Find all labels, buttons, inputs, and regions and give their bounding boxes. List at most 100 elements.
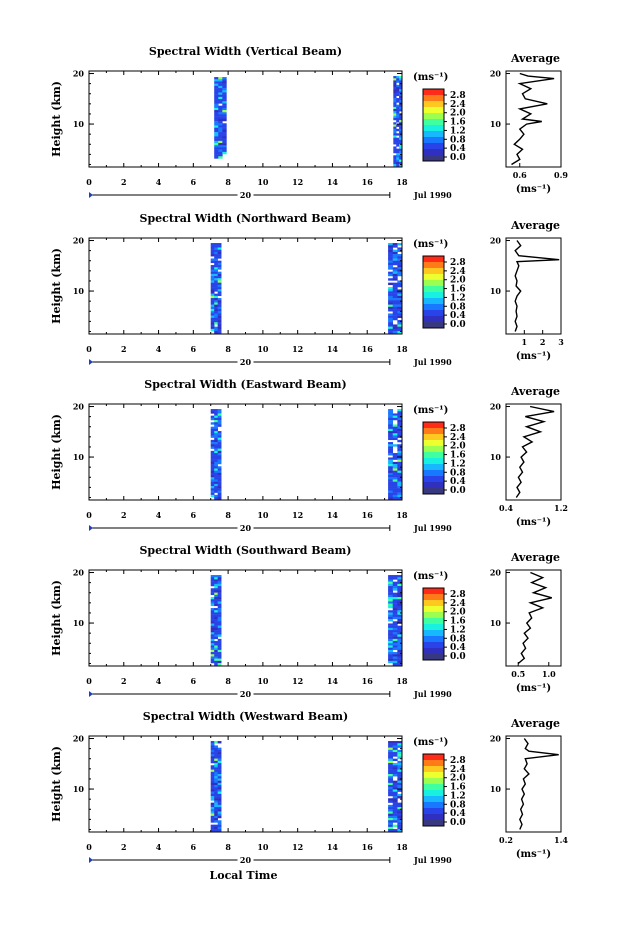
heatmap-cell xyxy=(214,800,218,803)
heatmap-cell xyxy=(217,278,222,281)
heatmap-cell xyxy=(217,311,222,314)
heatmap-cell xyxy=(392,791,398,795)
heatmap-cell xyxy=(392,645,398,648)
heatmap-cell xyxy=(388,291,394,294)
heatmap-cell xyxy=(222,127,227,131)
heatmap-cell xyxy=(210,322,215,325)
average-frame-3 xyxy=(505,569,562,667)
heatmap-cell xyxy=(210,597,215,600)
heatmap-cell xyxy=(210,632,215,635)
heatmap-cell xyxy=(214,829,218,832)
heatmap-cell xyxy=(396,104,400,108)
heatmap-cell xyxy=(392,273,398,277)
heatmap-cell xyxy=(210,647,215,651)
average-frame-4 xyxy=(505,735,562,833)
x-tick-label: 16 xyxy=(362,510,374,520)
heatmap-cell xyxy=(392,444,398,447)
heatmap-cell xyxy=(397,306,403,310)
heatmap-cell xyxy=(217,481,222,485)
heatmap-cell xyxy=(214,804,218,808)
heatmap-cell xyxy=(214,619,218,622)
heatmap-cell xyxy=(210,276,215,279)
heatmap-cell xyxy=(388,789,394,792)
heatmap-cell xyxy=(388,328,394,332)
heatmap-cell xyxy=(393,78,397,81)
heatmap-cell xyxy=(392,743,398,746)
colorbar-frame xyxy=(422,421,445,495)
heatmap-cell xyxy=(397,262,403,266)
heatmap-cell xyxy=(217,583,222,587)
heatmap-cell xyxy=(397,435,403,438)
heatmap-cell xyxy=(388,807,394,810)
heatmap-cell xyxy=(218,81,223,84)
average-profile-line xyxy=(517,571,552,665)
heatmap-cell xyxy=(388,265,394,268)
heatmap-cell xyxy=(214,457,218,460)
heatmap-cell xyxy=(388,647,394,651)
heatmap-cell xyxy=(217,605,222,609)
colorbar-segment xyxy=(423,304,444,311)
panel-frame-4 xyxy=(88,735,403,833)
heatmap-cell xyxy=(397,413,403,416)
heatmap-cell xyxy=(393,126,397,130)
x-tick-label: 4 xyxy=(156,344,162,354)
heatmap-cell xyxy=(214,435,218,438)
heatmap-cell xyxy=(217,435,222,438)
heatmap-cell xyxy=(217,245,222,248)
heatmap-cell xyxy=(399,137,403,141)
y-tick-label: 20 xyxy=(73,69,85,79)
heatmap-cell xyxy=(217,807,222,810)
heatmap-cell xyxy=(217,760,222,764)
heatmap-cell xyxy=(397,760,403,764)
heatmap-cell xyxy=(210,302,215,305)
heatmap-cell xyxy=(397,636,403,640)
heatmap-cell xyxy=(397,588,403,591)
heatmap-cell xyxy=(210,747,215,751)
heatmap-cell xyxy=(388,649,394,653)
heatmap-cell xyxy=(397,282,403,286)
heatmap-cell xyxy=(392,300,398,303)
x-tick-label: 12 xyxy=(292,676,303,686)
heatmap-cell xyxy=(222,134,227,137)
heatmap-cell xyxy=(214,90,219,93)
heatmap-cell xyxy=(388,477,394,480)
heatmap-cell xyxy=(388,431,394,434)
heatmap-cell xyxy=(388,273,394,277)
heatmap-cell xyxy=(393,139,397,143)
heatmap-cell xyxy=(210,455,215,458)
heatmap-cell xyxy=(214,594,218,598)
heatmap-cell xyxy=(217,324,222,327)
heatmap-cell xyxy=(210,251,215,255)
heatmap-cell xyxy=(392,417,398,421)
heatmap-cell xyxy=(388,623,394,626)
heatmap-cell xyxy=(388,413,394,416)
heatmap-cell xyxy=(217,457,222,460)
heatmap-cell xyxy=(214,466,218,469)
heatmap-cell xyxy=(222,147,227,150)
heatmap-cell xyxy=(210,780,215,784)
heatmap-cell xyxy=(214,747,218,751)
heatmap-cell xyxy=(217,420,222,423)
heatmap-cell xyxy=(397,439,403,443)
heatmap-cell xyxy=(210,426,215,430)
heatmap-cell xyxy=(397,284,403,288)
heatmap-cell xyxy=(217,293,222,297)
heatmap-cell xyxy=(397,260,403,264)
heatmap-cell xyxy=(214,597,218,600)
heatmap-cell xyxy=(397,280,403,283)
colorbar-segment xyxy=(423,808,444,815)
heatmap-cell xyxy=(214,278,218,281)
y-tick-label: 10 xyxy=(73,452,85,462)
heatmap-cell xyxy=(397,774,403,777)
avg-y-tick-label: 10 xyxy=(490,452,502,462)
heatmap-cell xyxy=(392,309,398,312)
heatmap-cell xyxy=(396,80,400,83)
heatmap-cell xyxy=(210,284,215,288)
heatmap-cell xyxy=(214,116,219,120)
panel-title-3: Spectral Width (Southward Beam) xyxy=(139,544,351,557)
average-title-1: Average xyxy=(510,219,560,232)
heatmap-cell xyxy=(392,581,398,585)
heatmap-cell xyxy=(396,150,400,154)
heatmap-cell xyxy=(217,331,222,334)
